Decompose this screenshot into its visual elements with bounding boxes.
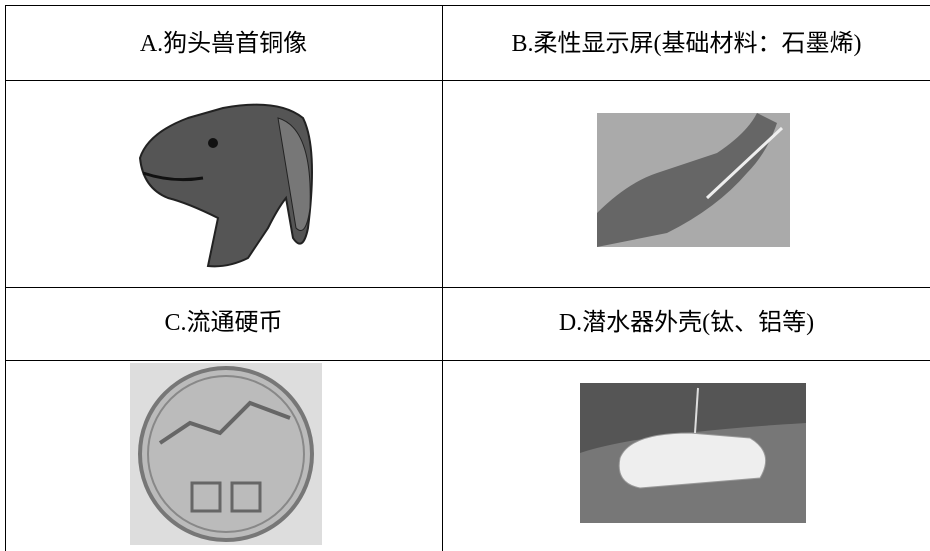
- cell-label: A.狗头兽首铜像: [139, 31, 308, 57]
- table-border: [5, 5, 6, 551]
- table-border: [5, 360, 930, 361]
- table-border: [5, 80, 930, 81]
- coin-image: [130, 363, 322, 545]
- cell-label: C.流通硬币: [164, 310, 283, 336]
- flexible-display-image: [597, 113, 790, 247]
- table-border: [442, 5, 443, 551]
- table-border: [5, 287, 930, 288]
- cell-label: B.柔性显示屏(基础材料：石墨烯): [511, 31, 862, 57]
- table-border: [5, 5, 930, 6]
- dog-head-image: [138, 103, 313, 268]
- cell-label: D.潜水器外壳(钛、铝等): [558, 310, 815, 336]
- submersible-image: [580, 383, 806, 523]
